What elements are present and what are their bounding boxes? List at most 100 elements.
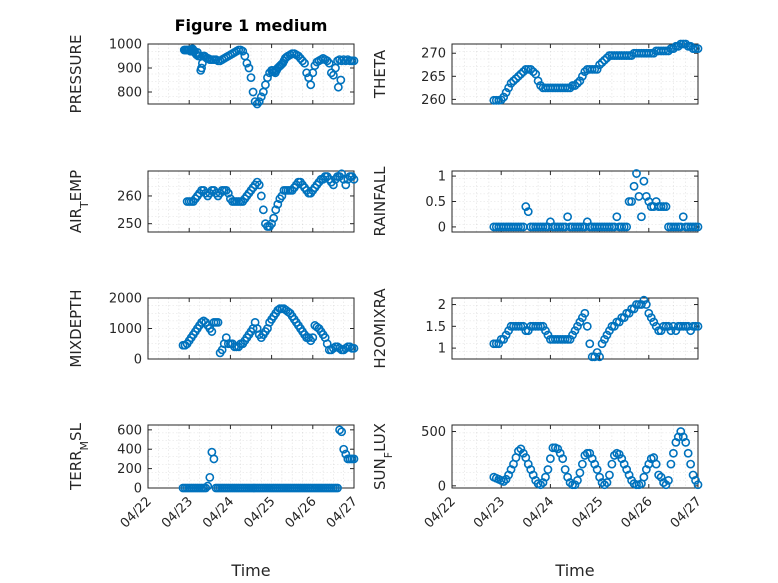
y-tick-label: 1.5	[425, 320, 446, 335]
data-point	[516, 69, 526, 79]
data-point	[659, 478, 668, 487]
data-point	[511, 74, 521, 84]
data-point	[577, 313, 587, 323]
data-point	[693, 480, 703, 490]
data-point	[543, 330, 553, 340]
data-point	[649, 48, 659, 58]
subplot-air-temp: 250 260 AIRTEMP	[67, 169, 359, 233]
data-point	[664, 46, 673, 56]
terr-msl-ylabel: TERRMSL	[67, 422, 91, 491]
data-point	[637, 212, 646, 222]
data-point	[516, 444, 526, 454]
data-point	[664, 475, 673, 485]
data-point	[558, 454, 568, 464]
data-point	[271, 205, 281, 215]
y-tick-label: 200	[117, 462, 142, 477]
data-point	[252, 99, 262, 109]
y-tick-label: 2	[438, 298, 446, 313]
sun-flux-ylabel: SUNFLUX	[371, 423, 395, 490]
data-point	[518, 67, 528, 77]
data-point	[563, 212, 573, 222]
x-axis-label: Time	[554, 561, 594, 580]
data-point	[595, 352, 604, 362]
x-tick-label: 04/26	[619, 494, 656, 531]
x-tick-label: 04/27	[324, 494, 361, 531]
data-point	[254, 97, 264, 106]
y-tick-label: 1	[438, 342, 446, 357]
data-point	[669, 448, 678, 458]
data-point	[570, 81, 580, 90]
data-point	[575, 76, 585, 86]
data-point	[691, 475, 700, 485]
data-point	[673, 41, 683, 51]
data-point	[207, 327, 217, 336]
data-point	[526, 64, 536, 74]
data-point	[349, 454, 359, 464]
data-point	[514, 446, 523, 456]
data-point	[238, 46, 248, 56]
data-point	[639, 176, 649, 186]
x-tick-label: 04/22	[422, 494, 459, 531]
data-point	[197, 63, 206, 73]
data-point	[499, 477, 509, 486]
data-point	[328, 343, 338, 353]
data-point	[580, 308, 590, 318]
data-point	[595, 60, 604, 70]
data-point	[580, 67, 590, 77]
data-point	[602, 478, 612, 487]
data-point	[600, 55, 609, 65]
data-point	[693, 321, 703, 331]
data-point	[605, 470, 614, 480]
data-point	[244, 63, 254, 73]
data-point	[664, 321, 673, 331]
data-point	[614, 449, 624, 459]
data-point	[533, 76, 543, 86]
data-point	[536, 480, 545, 490]
x-axis-label: Time	[230, 561, 270, 580]
data-point	[686, 459, 696, 469]
y-tick-label: 1000	[109, 322, 142, 337]
data-point	[541, 472, 550, 482]
data-point	[639, 472, 649, 482]
data-point	[300, 58, 309, 68]
data-point	[609, 321, 619, 331]
data-point	[543, 465, 553, 474]
data-point	[501, 330, 511, 340]
data-point	[639, 295, 649, 305]
data-point	[250, 97, 260, 106]
data-point	[201, 483, 211, 493]
x-tick-label: 04/22	[118, 494, 155, 531]
data-point	[693, 222, 703, 232]
data-point	[592, 465, 602, 474]
data-point	[646, 313, 656, 323]
data-point	[349, 56, 359, 66]
data-point	[501, 88, 511, 97]
data-point	[585, 339, 595, 349]
data-point	[573, 475, 582, 485]
data-point	[339, 444, 349, 454]
subplot-mixdepth: 0 1000 2000 MIXDEPTH	[67, 289, 359, 368]
data-point	[570, 480, 580, 490]
data-point	[602, 330, 612, 340]
x-tick-label: 04/24	[200, 494, 237, 531]
data-point	[575, 317, 585, 327]
data-point	[641, 192, 651, 201]
x-tick-label: 04/27	[668, 494, 705, 531]
data-point	[661, 202, 671, 211]
y-tick-label: 270	[421, 47, 446, 62]
data-point	[499, 92, 509, 102]
subplot-rainfall: 0 0.5 1 RAINFALL	[371, 166, 703, 236]
data-point	[570, 326, 580, 336]
data-point	[568, 330, 577, 340]
data-point	[322, 56, 332, 66]
data-point	[624, 308, 634, 318]
data-point	[504, 326, 513, 336]
data-point	[494, 339, 504, 349]
data-point	[328, 180, 338, 190]
data-point	[298, 56, 307, 66]
data-point	[622, 222, 632, 232]
data-point	[263, 73, 272, 82]
y-tick-label: 600	[117, 423, 142, 438]
data-point	[627, 197, 636, 206]
y-tick-label: 0	[134, 353, 142, 368]
